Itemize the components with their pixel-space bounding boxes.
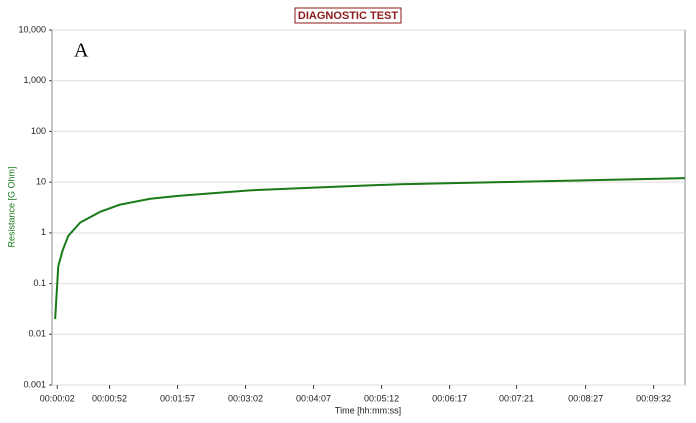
x-tick-label: 00:00:02 xyxy=(40,393,75,403)
y-tick-label: 100 xyxy=(31,126,46,136)
y-tick-label: 0.001 xyxy=(23,379,46,389)
x-tick-label: 00:00:52 xyxy=(92,393,127,403)
y-tick-label: 0.01 xyxy=(28,329,46,339)
y-tick-label: 10,000 xyxy=(18,24,46,34)
plot-area xyxy=(51,29,686,386)
y-tick-label: 1 xyxy=(41,227,46,237)
y-tick-label: 0.1 xyxy=(33,278,46,288)
x-tick-label: 00:04:07 xyxy=(296,393,331,403)
x-tick-label: 00:07:21 xyxy=(499,393,534,403)
x-tick-label: 00:01:57 xyxy=(160,393,195,403)
title-box xyxy=(294,7,402,24)
x-tick-label: 00:09:32 xyxy=(636,393,671,403)
x-tick-label: 00:05:12 xyxy=(364,393,399,403)
y-tick-label: 1,000 xyxy=(23,75,46,85)
x-axis-label: Time [hh:mm:ss] xyxy=(335,405,401,415)
x-tick-label: 00:08:27 xyxy=(568,393,603,403)
x-tick-label: 00:03:02 xyxy=(228,393,263,403)
chart-title: DIAGNOSTIC TEST xyxy=(298,10,399,22)
x-tick-label: 00:06:17 xyxy=(432,393,467,403)
y-tick-label: 10 xyxy=(36,177,46,187)
data-line xyxy=(54,177,686,320)
y-axis-label: Resistance [G Ohm] xyxy=(6,166,16,247)
annotation: A xyxy=(74,40,89,62)
